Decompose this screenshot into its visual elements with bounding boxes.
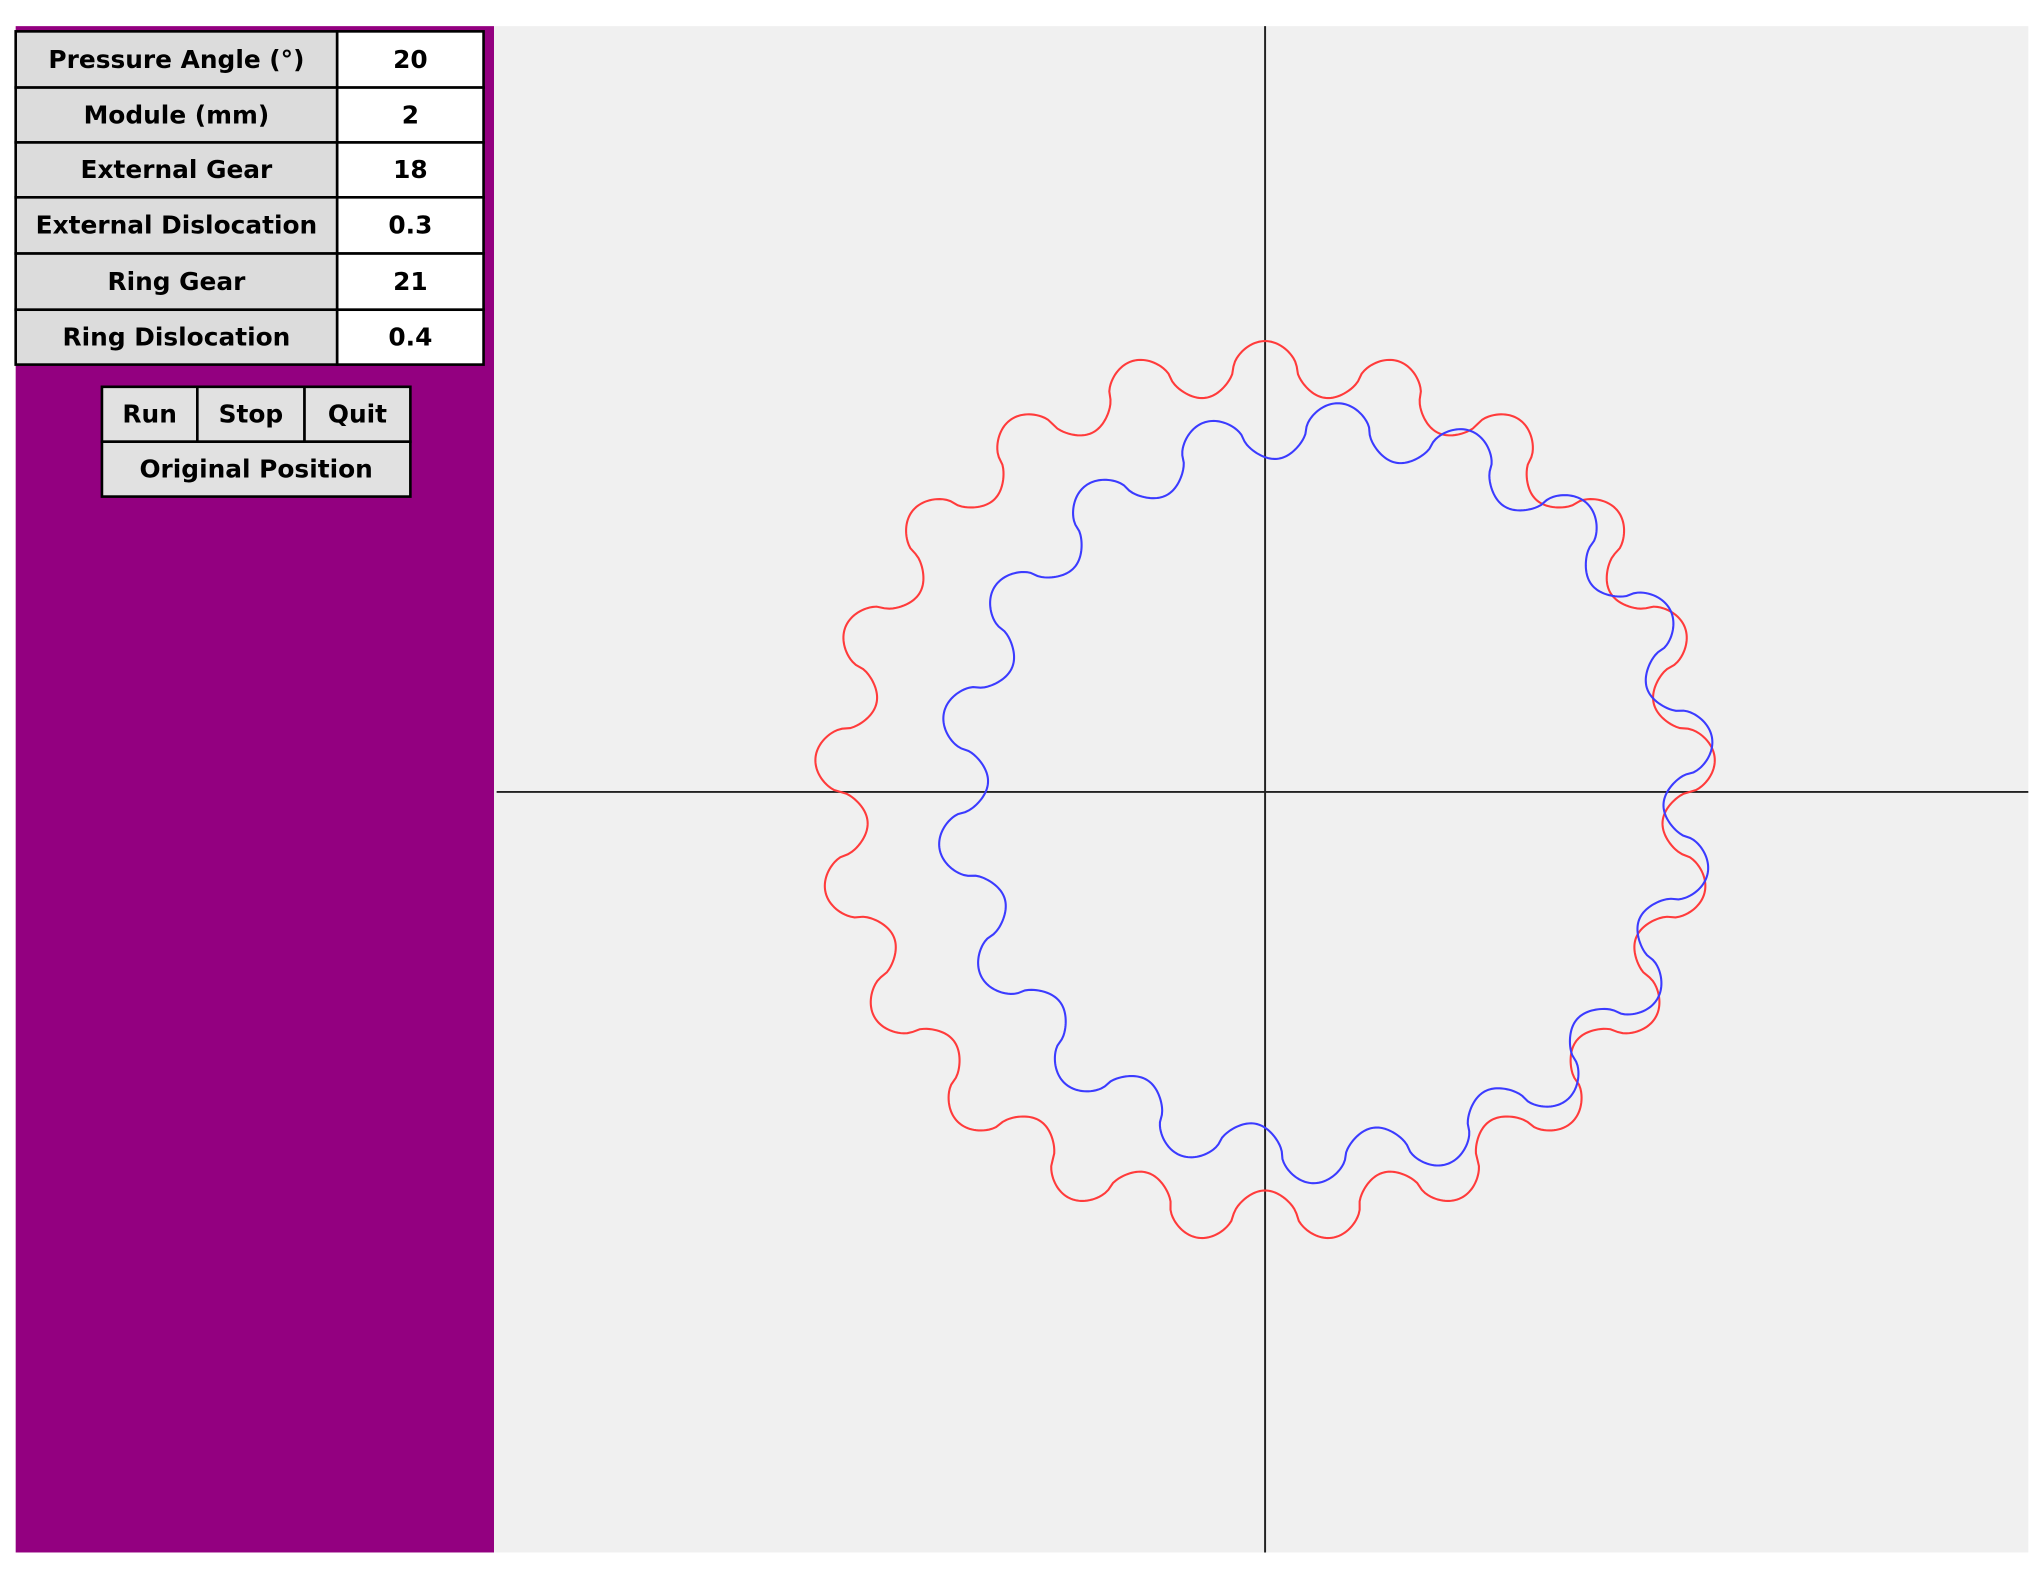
button-label[interactable]: Quit	[328, 400, 387, 429]
param-label-cell	[14, 252, 339, 312]
param-label-cell	[14, 86, 339, 144]
param-value[interactable]: 20	[393, 45, 428, 74]
param-label: Module (mm)	[84, 100, 270, 129]
param-label-cell	[14, 196, 339, 255]
param-value[interactable]: 0.3	[388, 211, 432, 240]
param-label: Pressure Angle (°)	[48, 45, 304, 74]
external-gear-outline	[938, 402, 1714, 1185]
button[interactable]	[100, 440, 412, 498]
param-label-cell	[14, 30, 339, 89]
param-value-cell[interactable]	[335, 308, 485, 366]
param-value[interactable]: 18	[393, 155, 428, 184]
param-label: Ring Gear	[107, 267, 246, 296]
param-value-cell[interactable]	[335, 141, 485, 199]
param-value-cell[interactable]	[335, 86, 485, 144]
param-label-cell	[14, 308, 339, 366]
param-label: External Dislocation	[36, 211, 318, 240]
button-label[interactable]: Run	[122, 400, 176, 429]
button-label[interactable]: Stop	[219, 400, 284, 429]
button-label[interactable]: Original Position	[139, 454, 372, 483]
param-value-cell[interactable]	[335, 196, 485, 255]
param-value-cell[interactable]	[335, 252, 485, 312]
drawing-canvas	[494, 26, 2029, 1553]
param-label-cell	[14, 141, 339, 199]
param-label: Ring Dislocation	[63, 322, 291, 351]
param-label: External Gear	[81, 155, 273, 184]
param-value[interactable]: 2	[402, 100, 419, 129]
param-value[interactable]: 21	[393, 267, 428, 296]
button[interactable]	[303, 385, 412, 444]
ring-gear-outline	[814, 340, 1716, 1240]
param-value[interactable]: 0.4	[388, 322, 432, 351]
